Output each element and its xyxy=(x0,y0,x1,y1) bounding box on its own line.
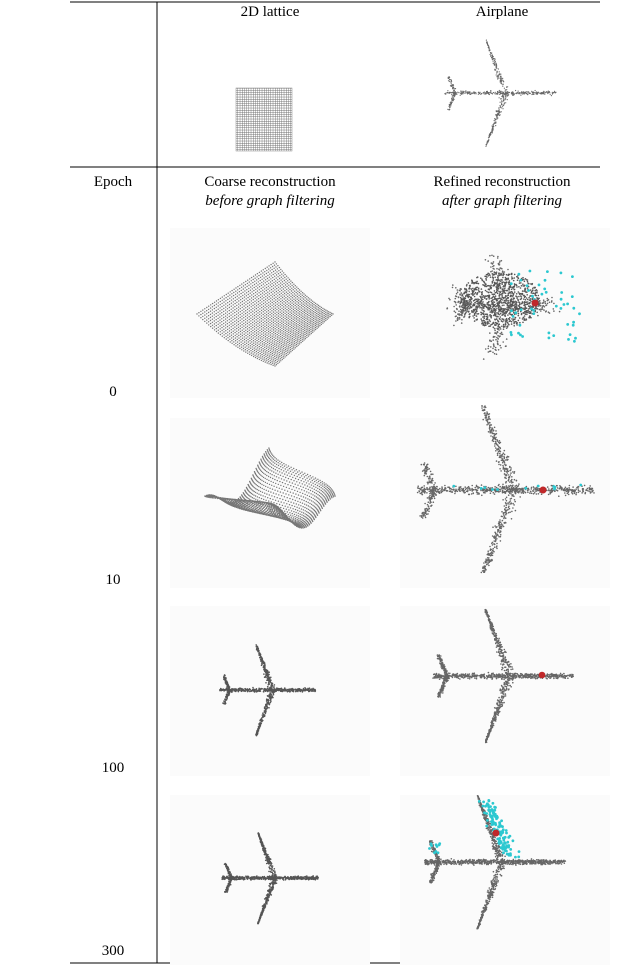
coarse-subtitle: before graph filtering xyxy=(205,193,335,209)
epoch-header: Epoch xyxy=(94,174,133,190)
refined-subtitle: after graph filtering xyxy=(442,193,563,209)
refined-title: Refined reconstruction xyxy=(433,174,571,190)
column-header: Airplane xyxy=(476,4,529,20)
coarse-title: Coarse reconstruction xyxy=(204,174,336,190)
column-header: 2D lattice xyxy=(241,4,300,20)
epoch-label: 100 xyxy=(102,760,125,776)
point-cloud-images xyxy=(170,39,610,965)
epoch-label: 0 xyxy=(109,384,117,400)
lattice-image xyxy=(235,87,293,152)
epoch-label: 300 xyxy=(102,943,125,959)
epoch-label: 10 xyxy=(106,572,121,588)
